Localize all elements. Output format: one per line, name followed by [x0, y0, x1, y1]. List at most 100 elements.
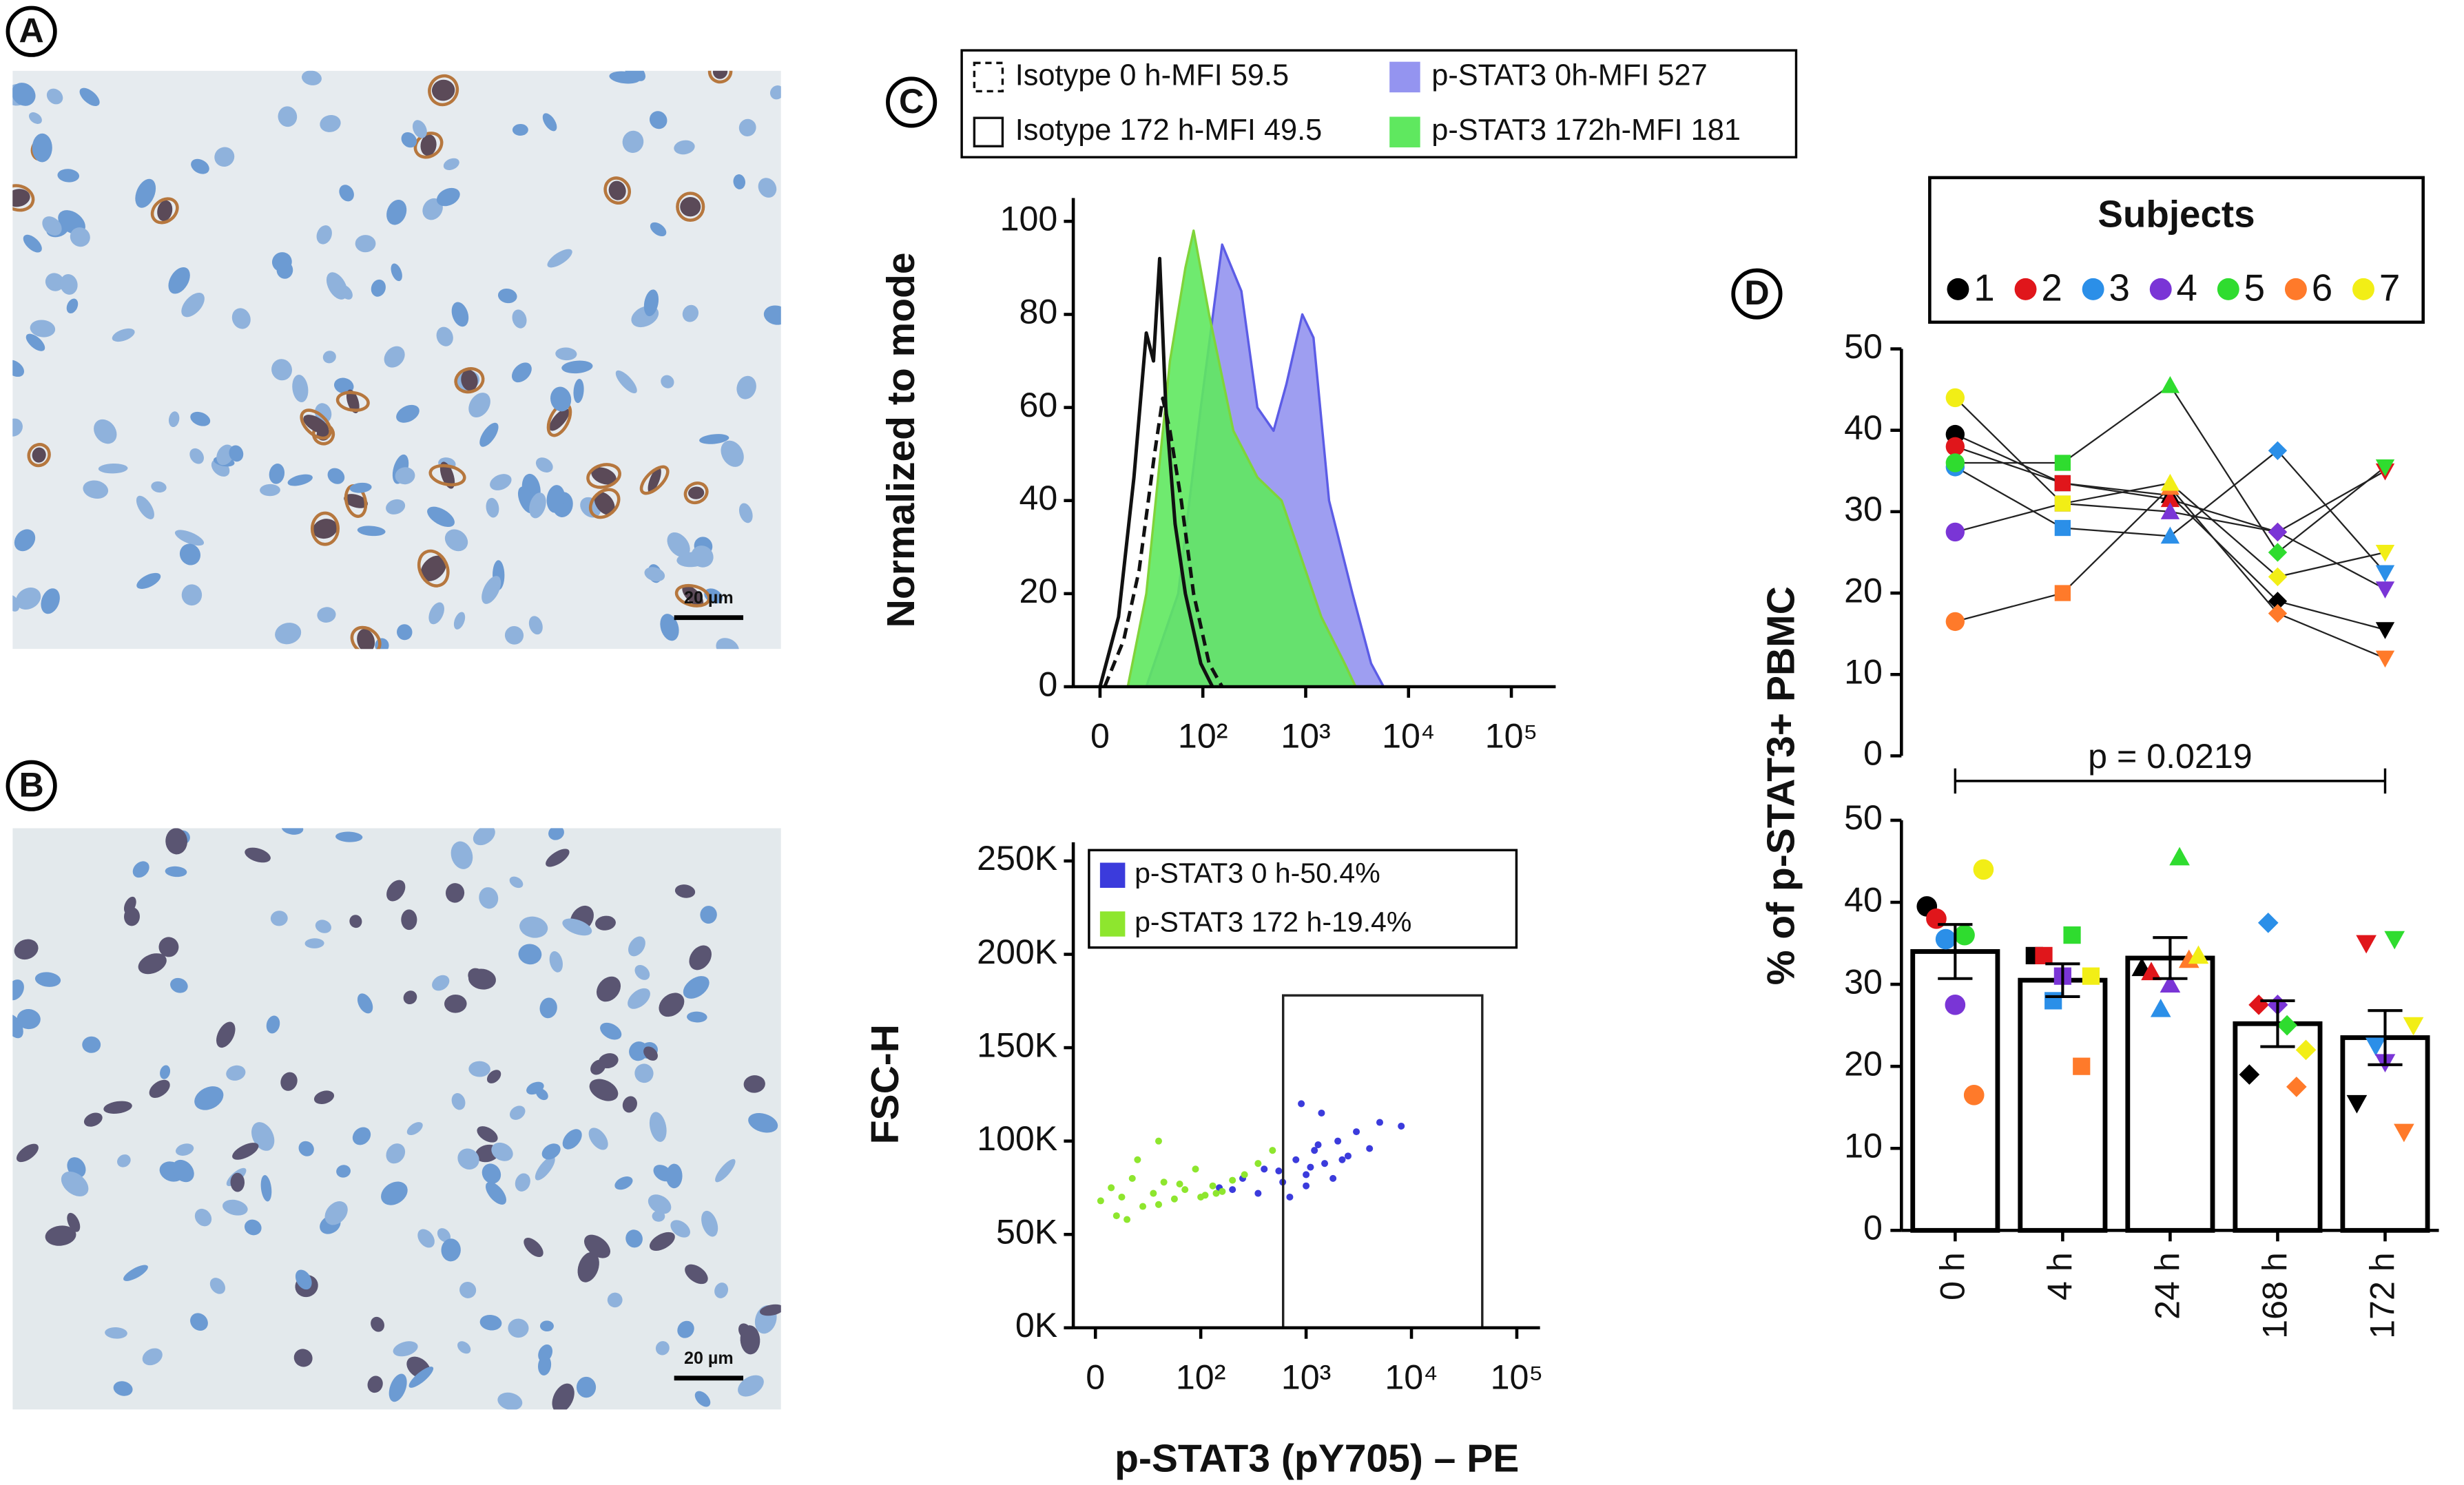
cell [524, 1238, 543, 1258]
cell [190, 1313, 208, 1331]
cell [644, 567, 665, 582]
marker [2239, 1064, 2260, 1085]
dot [1155, 1137, 1162, 1145]
cell [529, 492, 546, 519]
cell [280, 1072, 298, 1091]
cell [561, 360, 593, 374]
cell [443, 158, 459, 170]
cell [699, 434, 729, 444]
marker [2054, 585, 2071, 601]
cell [512, 123, 528, 136]
marker [2054, 475, 2071, 492]
bar [1910, 949, 2000, 1233]
error-bar [2153, 936, 2188, 980]
cell [28, 112, 42, 124]
cell [260, 1175, 272, 1202]
cell [281, 828, 304, 835]
cell [738, 1375, 764, 1397]
cell [509, 1105, 526, 1120]
cell [371, 1316, 384, 1332]
cell [541, 1143, 561, 1160]
cell [176, 1143, 194, 1156]
cell [339, 284, 353, 300]
dot [1275, 1167, 1283, 1175]
cell [266, 1015, 280, 1034]
cell [61, 1171, 89, 1196]
cell [287, 474, 313, 486]
cell [473, 828, 495, 846]
cell [444, 995, 467, 1013]
dot [1112, 1212, 1120, 1220]
cell [70, 227, 90, 247]
cell [518, 944, 542, 965]
cell [508, 1318, 529, 1338]
cell [304, 938, 324, 948]
marker [2375, 650, 2395, 668]
cell [519, 916, 548, 938]
cell [14, 529, 36, 552]
cell [660, 614, 679, 641]
cell [431, 79, 455, 101]
x-tick-label: 24 h [2149, 1252, 2187, 1320]
dot [1128, 1174, 1136, 1182]
y-tick-label: 0 [1038, 665, 1057, 703]
cell [738, 118, 756, 136]
cell [682, 585, 704, 607]
marker [2160, 473, 2180, 491]
dot [1176, 1180, 1183, 1188]
cell [436, 187, 460, 207]
cell [401, 132, 417, 148]
cell [336, 1165, 351, 1178]
marker [2188, 945, 2209, 964]
cell [539, 1320, 554, 1332]
cell [453, 612, 466, 630]
cell [352, 1127, 371, 1145]
y-tick-label: 30 [1844, 962, 1883, 1001]
cell [694, 1391, 711, 1407]
cell [132, 861, 149, 878]
cell [625, 1229, 643, 1248]
stain [428, 464, 466, 487]
cell [12, 979, 24, 1001]
cell [103, 1101, 132, 1114]
cell [588, 1128, 608, 1150]
gate [1281, 994, 1484, 1329]
cell [270, 911, 288, 926]
cell [546, 485, 566, 513]
cell [428, 602, 444, 625]
y-axis-label: % of p-STAT3+ PBMC [1759, 586, 1803, 985]
cell [181, 584, 203, 606]
marker [2054, 519, 2071, 537]
micrograph [12, 828, 781, 1410]
cell [386, 499, 406, 515]
cell [547, 249, 572, 268]
dot [1097, 1197, 1104, 1205]
cell [25, 333, 45, 351]
cell [67, 1212, 81, 1232]
cell [397, 624, 413, 641]
cell [316, 225, 332, 245]
marker [2160, 526, 2180, 544]
cell [16, 588, 41, 610]
histogram [1098, 256, 1214, 688]
panel-label-circle [1731, 268, 1783, 320]
marker [2248, 995, 2269, 1015]
stain [586, 463, 621, 489]
cell [226, 1065, 246, 1081]
cell [583, 1234, 611, 1258]
marker [2295, 1039, 2317, 1061]
cell [41, 588, 60, 614]
dot [1303, 1182, 1310, 1190]
cell [393, 1341, 418, 1357]
cell [386, 1143, 406, 1164]
marker [2141, 962, 2162, 981]
cell [712, 70, 728, 79]
cell [83, 480, 109, 499]
cell [485, 1181, 506, 1205]
legend-swatch [1099, 911, 1126, 937]
y-tick-label: 20 [1844, 571, 1883, 610]
cell [497, 288, 517, 304]
cell [12, 360, 25, 377]
cell [191, 158, 209, 174]
